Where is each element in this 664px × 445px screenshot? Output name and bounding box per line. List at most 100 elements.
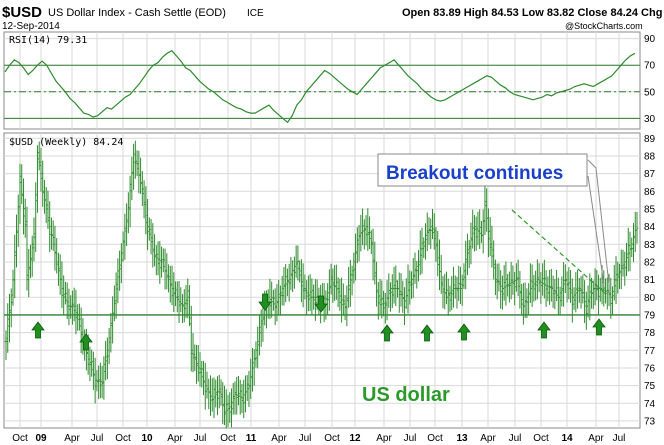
price-bar xyxy=(272,289,275,311)
price-bar xyxy=(333,265,336,301)
price-bar xyxy=(488,217,492,257)
price-bar xyxy=(169,265,172,303)
price-bar xyxy=(419,230,422,276)
price-bar xyxy=(55,238,58,274)
price-bar xyxy=(57,252,60,286)
price-bar xyxy=(574,272,578,313)
price-y-tick: 73 xyxy=(644,416,656,427)
price-bar xyxy=(408,270,411,305)
price-bar xyxy=(349,259,352,307)
price-y-tick: 88 xyxy=(644,151,656,162)
price-bar xyxy=(67,288,71,326)
price-bar xyxy=(258,314,261,356)
breakout-annotation: Breakout continues xyxy=(386,163,563,184)
price-bar xyxy=(473,215,476,252)
price-bar xyxy=(79,307,83,354)
price-bar xyxy=(366,208,370,251)
price-bar xyxy=(242,379,245,419)
x-tick: 09 xyxy=(35,433,47,444)
price-bar xyxy=(494,259,497,296)
price-bar xyxy=(543,259,546,299)
up-arrow xyxy=(79,333,93,351)
price-bar xyxy=(121,231,125,262)
price-bar xyxy=(280,275,284,306)
price-bar xyxy=(406,264,410,314)
price-bar xyxy=(188,285,191,327)
price-bar xyxy=(616,261,619,294)
price-bar xyxy=(336,277,340,308)
price-bar xyxy=(97,365,100,400)
price-bar xyxy=(127,192,130,234)
x-tick: Oct xyxy=(12,433,28,444)
price-bar xyxy=(377,282,380,320)
price-bar xyxy=(511,265,515,295)
price-bar xyxy=(184,285,188,319)
price-bar xyxy=(90,349,93,377)
price-bar xyxy=(214,379,217,408)
price-bar xyxy=(520,284,523,315)
price-bar xyxy=(462,263,466,290)
price-bar xyxy=(259,309,263,347)
price-bar xyxy=(237,375,240,406)
price-bar xyxy=(413,252,417,284)
price-bar xyxy=(307,275,310,312)
price-bar xyxy=(221,382,224,425)
price-bar xyxy=(338,278,342,311)
price-bar xyxy=(342,283,345,316)
watermark: @StockCharts.com xyxy=(565,21,643,31)
price-bar xyxy=(541,263,544,296)
price-bar xyxy=(310,278,314,315)
price-bar xyxy=(502,265,506,301)
price-bar xyxy=(415,261,418,289)
price-bar xyxy=(345,285,349,327)
price-bar xyxy=(20,164,23,205)
price-bar xyxy=(487,208,490,258)
rsi-y-tick: 30 xyxy=(644,114,656,125)
price-y-tick: 79 xyxy=(644,310,656,321)
price-bar xyxy=(515,263,518,292)
price-bar xyxy=(621,249,625,277)
price-bar xyxy=(504,261,508,306)
x-tick: Oct xyxy=(427,433,443,444)
x-tick: Apr xyxy=(480,433,496,444)
price-bar xyxy=(609,277,612,319)
price-bar xyxy=(558,286,562,316)
x-tick: Jul xyxy=(194,433,207,444)
price-bar xyxy=(392,267,396,304)
price-y-tick: 77 xyxy=(644,346,656,357)
price-bar xyxy=(431,209,434,240)
price-bar xyxy=(190,305,193,372)
price-bar xyxy=(628,231,632,272)
price-bar xyxy=(571,278,574,323)
price-bar xyxy=(357,224,361,262)
price-bar xyxy=(445,271,448,305)
price-bar xyxy=(193,344,196,372)
price-bar xyxy=(100,365,104,399)
price-bar xyxy=(134,140,137,179)
price-bar xyxy=(144,186,148,235)
price-bar xyxy=(18,163,22,224)
price-bar xyxy=(525,288,529,319)
price-bar xyxy=(207,378,210,410)
price-bar xyxy=(284,264,287,303)
rsi-frame xyxy=(3,31,641,130)
header-name: US Dollar Index - Cash Settle (EOD) xyxy=(48,7,226,19)
price-bar xyxy=(314,279,317,321)
x-tick: Jul xyxy=(613,433,626,444)
price-bar xyxy=(371,228,375,281)
price-bar xyxy=(118,250,121,291)
price-bar xyxy=(581,274,585,304)
price-bar xyxy=(391,274,394,308)
price-bar xyxy=(25,206,29,291)
price-bar xyxy=(441,276,445,309)
x-tick: 13 xyxy=(456,433,468,444)
price-bar xyxy=(177,280,181,323)
price-bar xyxy=(380,280,384,319)
price-bar xyxy=(611,286,614,315)
price-bar xyxy=(167,264,170,293)
price-bar xyxy=(398,272,401,313)
price-bar xyxy=(389,282,392,312)
price-bar xyxy=(578,277,581,303)
price-y-tick: 82 xyxy=(644,257,656,268)
price-bar xyxy=(132,143,135,190)
